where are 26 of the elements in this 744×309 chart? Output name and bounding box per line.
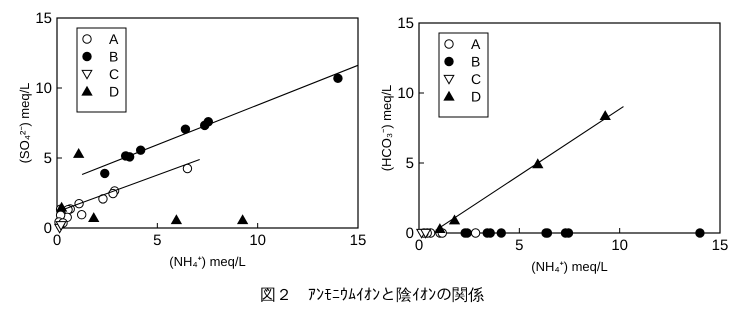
caption: 図２ ｱﾝﾓﾆｳﾑｲｵﾝと陰ｲｵﾝの関係 [260,286,484,304]
y-tick-label: 15 [397,15,414,32]
legend-label: A [471,36,481,52]
x-tick-label: 10 [249,232,266,249]
y-tick-label: 15 [35,10,52,27]
x-tick-label: 15 [712,237,728,254]
legend-label: D [109,84,120,100]
y-tick-label: 0 [44,220,52,237]
legend-label: B [471,54,480,70]
y-axis-title: (SO₄²⁻) meq/L [17,82,32,164]
y-tick-label: 5 [44,150,52,167]
legend-label: D [471,88,482,104]
x-tick-label: 15 [350,232,366,249]
y-axis-title: (HCO₃⁻) meq/L [379,84,394,172]
y-tick-label: 10 [35,80,52,97]
y-tick-label: 10 [397,85,414,102]
legend-label: C [109,66,120,82]
x-tick-label: 5 [515,237,524,254]
x-axis-title: (NH₄⁺) meq/L [531,259,608,274]
legend-label: A [109,31,119,47]
legend-label: C [471,71,482,87]
x-tick-label: 10 [611,237,628,254]
x-tick-label: 5 [153,232,162,249]
legend-label: B [109,48,118,64]
y-tick-label: 5 [406,155,414,172]
x-axis-title: (NH₄⁺) meq/L [169,254,246,269]
